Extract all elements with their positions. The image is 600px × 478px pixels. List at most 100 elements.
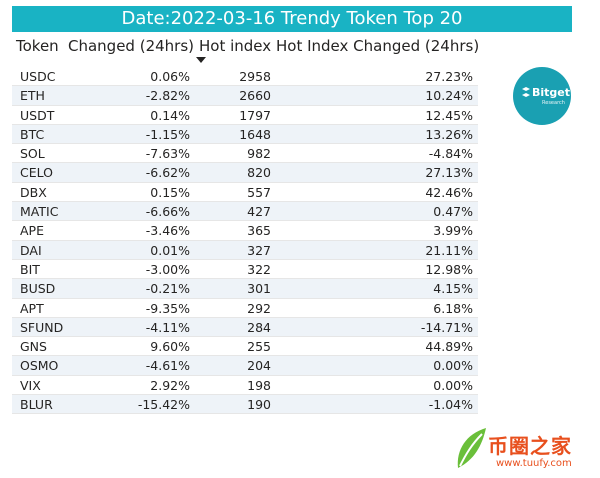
cell-hot-index: 327 (247, 242, 271, 258)
cell-hot-index: 284 (247, 319, 271, 335)
table-row[interactable]: USDC 0.06% 2958 27.23% (12, 67, 478, 87)
cell-hot-index: 365 (247, 223, 271, 239)
table-row[interactable]: MATIC -6.66% 427 0.47% (12, 202, 478, 222)
cell-changed: -6.62% (145, 165, 190, 181)
cell-token: APE (20, 223, 44, 239)
cell-changed: 0.15% (150, 184, 190, 200)
logo-name: Bitget (532, 86, 571, 99)
cell-token: USDC (20, 69, 56, 84)
cell-hot-index-changed: 27.13% (425, 165, 473, 181)
table-row[interactable]: BUSD -0.21% 301 4.15% (12, 279, 478, 299)
cell-token: SOL (20, 146, 45, 162)
cell-token: BUSD (20, 281, 56, 297)
cell-hot-index: 322 (247, 261, 271, 277)
token-table: Token Changed (24hrs) Hot index Hot Inde… (12, 35, 480, 415)
column-header-hot-index-changed[interactable]: Hot Index Changed (24hrs) (276, 37, 480, 55)
bitget-mark-icon (522, 87, 530, 97)
cell-hot-index-changed: 4.15% (433, 281, 473, 297)
cell-hot-index-changed: 10.24% (425, 88, 473, 104)
cell-hot-index-changed: 21.11% (425, 242, 473, 258)
cell-hot-index: 204 (247, 358, 271, 374)
cell-hot-index-changed: 13.26% (425, 126, 473, 142)
cell-token: ETH (20, 88, 45, 104)
cell-hot-index-changed: 0.00% (433, 358, 473, 374)
cell-changed: -3.46% (145, 223, 190, 239)
cell-changed: -0.21% (145, 281, 190, 297)
cell-changed: 0.06% (150, 69, 190, 84)
cell-changed: -7.63% (145, 146, 190, 162)
cell-token: MATIC (20, 204, 59, 220)
cell-changed: -1.15% (145, 126, 190, 142)
cell-changed: -6.66% (145, 204, 190, 220)
table-row[interactable]: SFUND -4.11% 284 -14.71% (12, 317, 478, 338)
watermark-leaf-icon (457, 428, 486, 468)
cell-hot-index: 198 (247, 377, 271, 393)
table-title: Date:2022-03-16 Trendy Token Top 20 (12, 6, 572, 32)
cell-token: BTC (20, 126, 45, 142)
cell-hot-index: 982 (247, 146, 271, 162)
cell-token: OSMO (20, 358, 59, 374)
table-row[interactable]: ETH -2.82% 2660 10.24% (12, 86, 478, 106)
cell-hot-index-changed: 6.18% (433, 300, 473, 316)
table-row[interactable]: DAI 0.01% 327 21.11% (12, 240, 478, 260)
table-row[interactable]: USDT 0.14% 1797 12.45% (12, 106, 478, 125)
cell-hot-index-changed: 0.47% (433, 204, 473, 220)
table-row[interactable]: GNS 9.60% 255 44.89% (12, 337, 478, 357)
cell-token: DAI (20, 242, 42, 258)
bitget-research-logo: Bitget Research (513, 67, 571, 125)
cell-hot-index: 2958 (239, 69, 271, 84)
cell-hot-index: 1648 (239, 126, 271, 142)
table-row[interactable]: CELO -6.62% 820 27.13% (12, 163, 478, 183)
cell-changed: -2.82% (145, 88, 190, 104)
sort-descending-icon[interactable] (196, 57, 206, 63)
watermark: 币圈之家 www.tuufy.com (452, 424, 598, 476)
table-row[interactable]: APE -3.46% 365 3.99% (12, 221, 478, 241)
cell-hot-index-changed: 42.46% (425, 184, 473, 200)
cell-hot-index: 292 (247, 300, 271, 316)
cell-token: CELO (20, 165, 53, 181)
cell-hot-index: 557 (247, 184, 271, 200)
cell-changed: -3.00% (145, 261, 190, 277)
cell-hot-index: 301 (247, 281, 271, 297)
cell-changed: 0.14% (150, 107, 190, 123)
column-header-hot-index[interactable]: Hot index (199, 37, 272, 55)
cell-changed: -15.42% (137, 397, 190, 413)
table-row[interactable]: DBX 0.15% 557 42.46% (12, 183, 478, 203)
cell-changed: -4.61% (145, 358, 190, 374)
cell-hot-index-changed: 12.45% (425, 107, 473, 123)
cell-hot-index-changed: 27.23% (425, 69, 473, 84)
cell-token: BIT (20, 261, 40, 277)
table-row[interactable]: BTC -1.15% 1648 13.26% (12, 124, 478, 145)
cell-hot-index-changed: 44.89% (425, 339, 473, 355)
table-header: Token Changed (24hrs) Hot index Hot Inde… (12, 35, 480, 67)
watermark-url: www.tuufy.com (496, 458, 572, 469)
cell-token: GNS (20, 339, 47, 355)
cell-token: VIX (20, 377, 41, 393)
cell-hot-index: 427 (247, 204, 271, 220)
table-row[interactable]: OSMO -4.61% 204 0.00% (12, 356, 478, 376)
cell-changed: 0.01% (150, 242, 190, 258)
cell-hot-index-changed: -1.04% (428, 397, 473, 413)
cell-hot-index-changed: -4.84% (428, 146, 473, 162)
table-body: USDC 0.06% 2958 27.23% ETH -2.82% 2660 10.24% US… (12, 67, 478, 415)
table-row[interactable]: BLUR -15.42% 190 -1.04% (12, 395, 478, 415)
cell-changed: -4.11% (145, 319, 190, 335)
column-header-token[interactable]: Token (16, 37, 59, 55)
table-row[interactable]: APT -9.35% 292 6.18% (12, 299, 478, 318)
cell-hot-index: 2660 (239, 88, 271, 104)
cell-token: APT (20, 300, 44, 316)
table-row[interactable]: SOL -7.63% 982 -4.84% (12, 144, 478, 164)
cell-hot-index-changed: 0.00% (433, 377, 473, 393)
cell-hot-index-changed: 3.99% (433, 223, 473, 239)
cell-changed: -9.35% (145, 300, 190, 316)
column-header-changed[interactable]: Changed (24hrs) (68, 37, 194, 55)
cell-token: BLUR (20, 397, 53, 413)
cell-changed: 2.92% (150, 377, 190, 393)
table-row[interactable]: VIX 2.92% 198 0.00% (12, 376, 478, 396)
table-row[interactable]: BIT -3.00% 322 12.98% (12, 260, 478, 280)
cell-token: USDT (20, 107, 55, 123)
cell-hot-index: 190 (247, 397, 271, 413)
watermark-title: 币圈之家 (488, 434, 572, 458)
cell-hot-index: 255 (247, 339, 271, 355)
cell-changed: 9.60% (150, 339, 190, 355)
